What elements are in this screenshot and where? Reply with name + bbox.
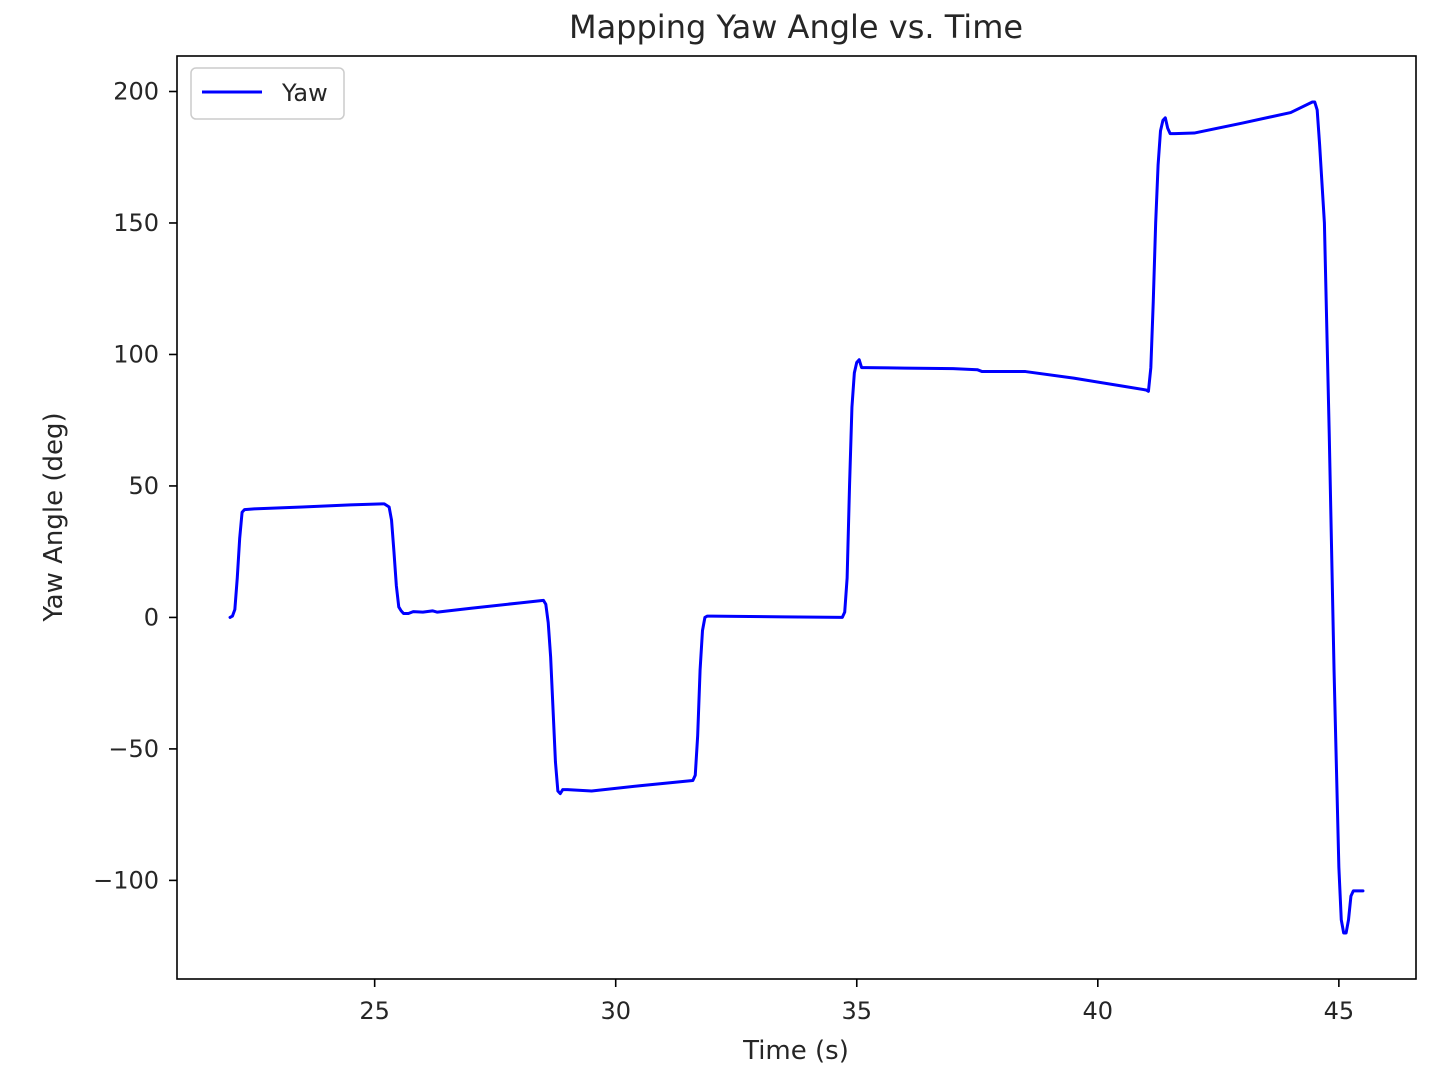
tick-marks xyxy=(169,90,1340,987)
chart-title: Mapping Yaw Angle vs. Time xyxy=(569,8,1023,46)
y-tick-label: 100 xyxy=(113,340,159,368)
legend-box xyxy=(190,67,345,120)
plot-frame xyxy=(176,55,1417,980)
y-tick-label: 150 xyxy=(113,209,159,237)
x-tick-label: 35 xyxy=(841,997,872,1025)
y-tick-label: 50 xyxy=(128,472,159,500)
y-tick-label: −100 xyxy=(93,866,159,894)
x-tick-label: 40 xyxy=(1083,997,1114,1025)
tick-labels: 25 30 35 40 45 −100 −50 0 50 100 150 200 xyxy=(93,78,1354,1026)
y-tick-label: 200 xyxy=(113,78,159,106)
y-tick-label: 0 xyxy=(144,603,159,631)
x-tick-label: 30 xyxy=(600,997,631,1025)
legend: Yaw xyxy=(190,67,345,120)
x-tick-label: 25 xyxy=(359,997,390,1025)
y-axis-label: Yaw Angle (deg) xyxy=(39,412,69,622)
series-line-yaw xyxy=(228,100,1365,935)
x-axis-label: Time (s) xyxy=(742,1036,849,1066)
x-tick-label: 45 xyxy=(1324,997,1355,1025)
plot-area xyxy=(228,100,1365,935)
legend-label-yaw: Yaw xyxy=(281,79,328,107)
y-tick-label: −50 xyxy=(108,735,159,763)
